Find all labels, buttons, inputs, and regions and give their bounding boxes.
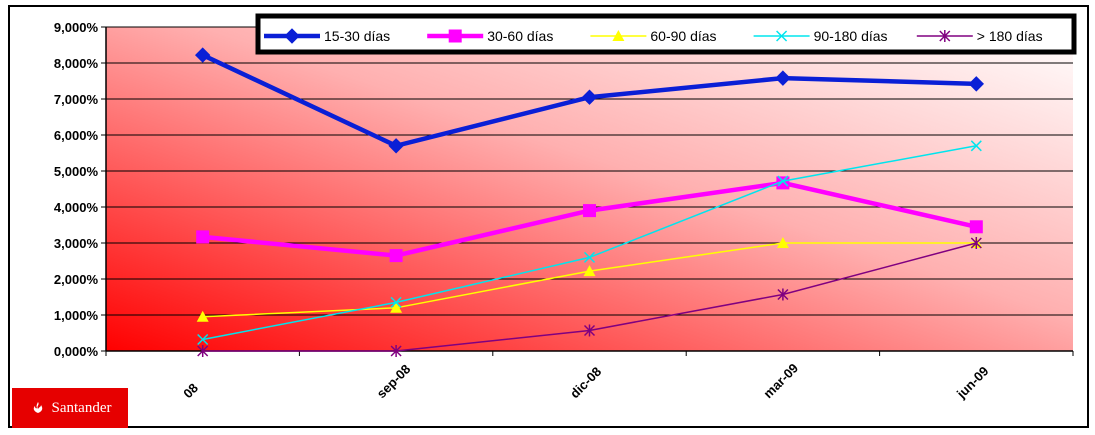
data-point (775, 70, 791, 86)
legend-label: 30-60 días (487, 28, 553, 44)
data-point (777, 288, 789, 301)
data-point (284, 28, 300, 44)
data-point (196, 310, 209, 322)
y-tick-label: 8,000% (54, 56, 99, 71)
data-point (197, 345, 209, 357)
x-tick-label: 08 (180, 380, 201, 401)
data-point (939, 30, 951, 42)
data-point (583, 204, 596, 218)
y-tick-label: 4,000% (54, 200, 99, 215)
y-tick-label: 2,000% (54, 272, 99, 287)
series-4 (197, 237, 982, 357)
data-point (776, 237, 789, 248)
y-tick-label: 5,000% (54, 164, 99, 179)
data-point (583, 251, 596, 263)
x-tick-label: dic-08 (567, 364, 604, 401)
data-point (969, 220, 983, 234)
data-point (968, 76, 985, 92)
data-point (390, 296, 402, 308)
y-tick-label: 6,000% (54, 128, 99, 143)
data-point (612, 30, 625, 41)
data-point (581, 89, 598, 105)
legend-label: 90-180 días (814, 28, 888, 44)
data-point (390, 301, 403, 313)
data-point (448, 29, 462, 43)
data-point (196, 230, 210, 244)
data-point (583, 265, 596, 277)
data-point (388, 138, 404, 154)
x-tick-label: mar-09 (760, 360, 801, 401)
series-3 (197, 140, 982, 346)
data-point (194, 47, 211, 63)
series-1 (196, 176, 983, 263)
legend-label: 15-30 días (324, 28, 390, 44)
data-point (776, 30, 788, 42)
data-point (390, 345, 402, 357)
data-point (583, 324, 596, 337)
y-tick-label: 0,000% (54, 344, 99, 359)
x-tick-label: sep-08 (374, 361, 414, 401)
legend-label: > 180 días (977, 28, 1043, 44)
data-point (970, 140, 982, 152)
y-tick-label: 1,000% (54, 308, 99, 323)
data-point (970, 237, 982, 249)
legend-label: 60-90 días (650, 28, 716, 44)
data-point (777, 175, 789, 187)
series-0 (194, 47, 985, 154)
y-tick-label: 3,000% (54, 236, 99, 251)
legend-box (255, 13, 1077, 55)
x-tick-label: jun-09 (953, 363, 991, 401)
y-tick-label: 9,000% (54, 20, 99, 35)
y-tick-label: 7,000% (54, 92, 99, 107)
data-point (389, 249, 403, 263)
santander-logo: Santander (12, 388, 128, 428)
data-point (776, 176, 790, 190)
flame-icon (33, 402, 42, 413)
logo-text: Santander (51, 399, 112, 416)
data-point (197, 333, 209, 346)
